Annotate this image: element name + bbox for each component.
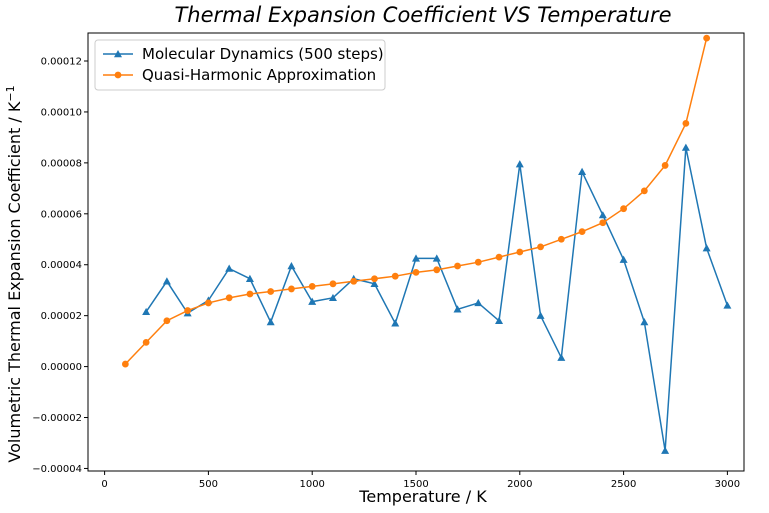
series-1-point bbox=[578, 167, 587, 175]
y-tick-label: 0.00006 bbox=[41, 209, 82, 220]
series-2-point bbox=[246, 290, 254, 298]
x-tick-label: 3000 bbox=[715, 479, 740, 490]
y-tick-label: −0.00004 bbox=[32, 464, 82, 475]
series-1-point bbox=[412, 254, 420, 262]
series-1-point bbox=[557, 353, 566, 361]
x-axis-label: Temperature / K bbox=[358, 487, 487, 506]
series-2-point bbox=[682, 120, 690, 127]
y-tick-label: 0.00008 bbox=[41, 158, 82, 169]
series-2-point bbox=[391, 272, 399, 280]
series-2-point bbox=[329, 280, 337, 288]
legend-box bbox=[94, 39, 386, 91]
series-1-point bbox=[308, 297, 317, 305]
series-layer bbox=[121, 34, 732, 454]
series-1-point bbox=[515, 160, 524, 168]
y-axis-label-unit-exponent: −1 bbox=[4, 85, 17, 101]
series-1-point bbox=[245, 274, 254, 282]
x-tick-label: 1000 bbox=[299, 479, 324, 490]
series-1-point bbox=[432, 254, 441, 262]
x-tick-label: 1500 bbox=[403, 479, 428, 490]
series-2-point bbox=[205, 299, 212, 307]
series-2-point bbox=[142, 339, 150, 346]
y-axis-label: Volumetric Thermal Expansion Coefficient… bbox=[4, 85, 24, 462]
series-2-point bbox=[371, 275, 378, 283]
series-2-point bbox=[267, 288, 275, 295]
series-2-point bbox=[599, 219, 607, 227]
series-1-point bbox=[391, 319, 400, 327]
series-2-point bbox=[225, 294, 233, 302]
series-1-point bbox=[598, 211, 607, 219]
series-2-point bbox=[433, 266, 441, 274]
series-1-point bbox=[495, 316, 504, 324]
series-2-point bbox=[474, 258, 482, 266]
series-1-point bbox=[328, 293, 337, 302]
x-tick-label: 2000 bbox=[507, 479, 532, 490]
legend-label: Molecular Dynamics (500 steps) bbox=[142, 45, 384, 63]
series-2-point bbox=[412, 268, 420, 276]
legend: Molecular Dynamics (500 steps) Quasi-Harm… bbox=[94, 39, 386, 91]
series-2 bbox=[121, 34, 711, 368]
y-axis-label-text: Volumetric Thermal Expansion Coefficient… bbox=[5, 101, 24, 462]
series-1-point bbox=[474, 298, 483, 307]
y-axis-ticks: −0.00004 −0.00002 0.00000 0.00002 0.00004 0.0… bbox=[32, 57, 88, 475]
y-tick-label: −0.00002 bbox=[32, 413, 82, 424]
chart-title: Thermal Expansion Coefficient VS Tempera… bbox=[174, 3, 671, 27]
series-1-point bbox=[287, 262, 296, 270]
series-2-point bbox=[495, 253, 503, 261]
series-2-point bbox=[516, 248, 524, 256]
series-1-point bbox=[453, 305, 462, 313]
series-2-point bbox=[578, 228, 586, 236]
legend-marker bbox=[114, 71, 122, 79]
y-tick-label: 0.00004 bbox=[41, 260, 82, 271]
series-2-point bbox=[121, 360, 129, 368]
series-1-line bbox=[145, 147, 729, 451]
series-1-point bbox=[266, 318, 275, 326]
series-2-point bbox=[163, 317, 171, 325]
plot-area-frame bbox=[87, 32, 745, 472]
y-tick-label: 0.00012 bbox=[41, 57, 82, 68]
legend-label: Quasi-Harmonic Approximation bbox=[142, 66, 376, 84]
series-2-point bbox=[640, 187, 648, 195]
series-2-point bbox=[288, 285, 295, 293]
series-1-point bbox=[681, 143, 690, 151]
series-1-point bbox=[702, 244, 711, 252]
series-1-point bbox=[142, 307, 151, 316]
series-1-point bbox=[661, 446, 670, 454]
series-2-point bbox=[308, 282, 316, 290]
series-1-point bbox=[370, 279, 379, 288]
y-tick-label: 0.00002 bbox=[41, 311, 82, 322]
x-tick-label: 0 bbox=[101, 479, 107, 490]
series-1-point bbox=[536, 311, 545, 319]
series-2-point bbox=[557, 235, 565, 243]
y-tick-label: 0.00000 bbox=[41, 362, 82, 373]
series-2-point bbox=[703, 34, 711, 42]
series-2-point bbox=[454, 262, 461, 270]
series-2-point bbox=[661, 162, 669, 169]
series-2-point bbox=[537, 243, 544, 251]
series-1-point bbox=[640, 318, 649, 326]
x-tick-label: 2500 bbox=[611, 479, 636, 490]
series-2-point bbox=[350, 277, 358, 285]
series-2-point bbox=[620, 205, 627, 213]
legend-marker bbox=[114, 50, 122, 58]
x-axis-ticks: 0 500 1000 1500 2000 2500 3000 bbox=[101, 471, 740, 490]
series-2-point bbox=[184, 307, 192, 314]
series-1-point bbox=[225, 264, 234, 272]
series-1-point bbox=[619, 255, 628, 263]
series-1-point bbox=[723, 301, 732, 309]
x-tick-label: 500 bbox=[199, 479, 218, 490]
series-1-point bbox=[162, 277, 171, 285]
y-tick-label: 0.00010 bbox=[41, 107, 82, 118]
